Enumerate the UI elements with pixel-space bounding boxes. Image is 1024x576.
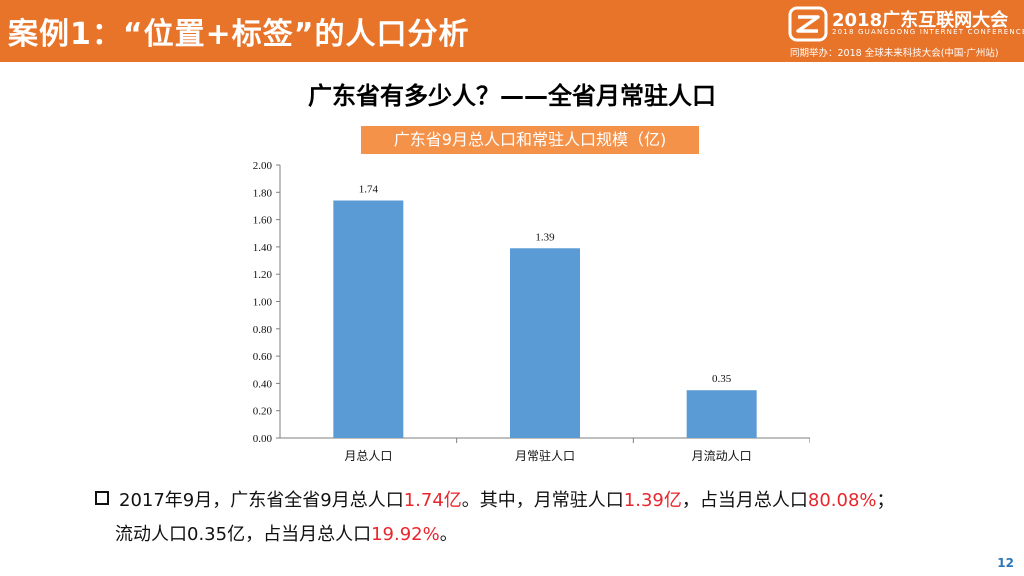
summary-line-1: 2017年9月，广东省全省9月总人口1.74亿。其中，月常驻人口1.39亿，占当…	[95, 486, 895, 512]
bullet-square-icon	[95, 491, 109, 505]
y-tick-label: 0.40	[253, 378, 273, 390]
x-tick-label: 月流动人口	[692, 449, 752, 463]
y-tick-label: 1.80	[253, 187, 273, 199]
y-tick-label: 0.20	[253, 406, 273, 418]
resident-percentage: 80.08%	[807, 490, 877, 511]
y-tick-label: 1.00	[253, 297, 273, 309]
data-label: 1.39	[535, 231, 555, 243]
summary-text: 。	[439, 524, 458, 545]
conference-host-note: 同期举办：2018 全球未来科技大会(中国·广州站)	[790, 48, 999, 59]
x-tick-label: 月常驻人口	[515, 448, 575, 463]
y-tick-label: 1.60	[253, 215, 273, 227]
y-tick-label: 2.00	[253, 160, 273, 172]
summary-text: ，占当月总人口	[681, 490, 808, 511]
floating-percentage: 19.92%	[371, 524, 440, 545]
data-label: 1.74	[359, 183, 379, 195]
summary-text: 流动人口0.35亿，占当月总人口	[115, 524, 372, 545]
conference-name: 2018广东互联网大会	[832, 10, 1009, 31]
y-tick-label: 1.20	[253, 269, 273, 281]
y-tick-label: 0.60	[253, 351, 273, 363]
bar	[510, 248, 580, 438]
population-bar-chart: 0.00 0.20 0.40 0.60 0.80 1.00 1.20 1.40 1.60 1.80…	[253, 160, 810, 463]
x-tick-label: 月总人口	[344, 449, 392, 463]
resident-population-value: 1.39亿	[623, 490, 682, 511]
y-tick-label: 0.00	[253, 433, 273, 445]
page-number: 12	[997, 556, 1014, 570]
conference-logo-icon	[788, 6, 828, 42]
data-label: 0.35	[712, 373, 732, 385]
chart-title: 广东省9月总人口和常驻人口规模（亿)	[361, 126, 699, 154]
total-population-value: 1.74亿	[403, 490, 462, 511]
bar	[686, 390, 757, 438]
summary-line-2: 流动人口0.35亿，占当月总人口19.92%。	[115, 520, 458, 546]
y-tick-label: 0.80	[253, 324, 273, 336]
summary-text: 。其中，月常驻人口	[461, 490, 624, 511]
summary-text: ；	[876, 490, 895, 511]
slide-title: 广东省有多少人？——全省月常驻人口	[308, 82, 716, 110]
conference-english-name: 2018 GUANGDONG INTERNET CONFERENCE	[832, 28, 1024, 36]
summary-text: 2017年9月，广东省全省9月总人口	[119, 490, 404, 511]
slide-header-title: 案例1：“位置+标签”的人口分析	[8, 17, 470, 52]
header-bar: 案例1：“位置+标签”的人口分析 2018广东互联网大会 2018 GUANGD…	[0, 0, 1024, 62]
y-tick-label: 1.40	[253, 242, 273, 254]
bar	[333, 200, 404, 438]
